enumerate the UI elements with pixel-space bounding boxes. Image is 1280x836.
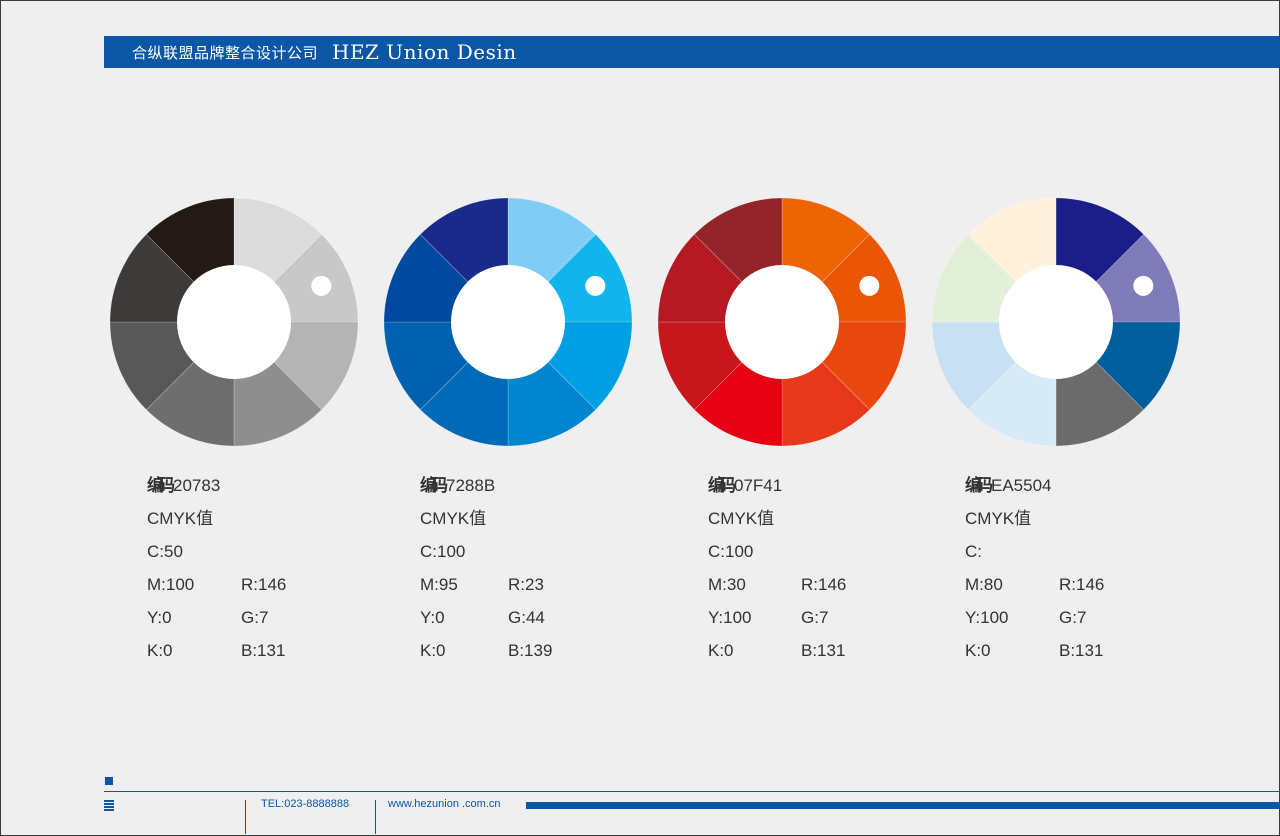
- rgb-g: G:7: [1059, 608, 1087, 627]
- cmyk-c: C:100: [420, 542, 466, 561]
- wheel-indicator-dot: [1133, 275, 1154, 296]
- cmyk-label: CMYK值: [147, 509, 214, 528]
- cmyk-k: K:0: [420, 641, 446, 660]
- color-wheel-blue: [383, 197, 633, 447]
- footer-tel: TEL:023-8888888: [261, 798, 350, 810]
- rgb-r: R:146: [241, 575, 287, 594]
- cmyk-m: M:30: [708, 575, 746, 594]
- footer-mark: [104, 800, 114, 812]
- wheel-indicator-dot: [859, 275, 880, 296]
- code-label: 编码: [147, 476, 175, 495]
- company-name-en: HEZ Union Desin: [332, 40, 517, 64]
- cmyk-m: M:80: [965, 575, 1003, 594]
- cmyk-c: C:50: [147, 542, 183, 561]
- code-label: 编码: [965, 476, 993, 495]
- cmyk-c: C:: [965, 542, 982, 561]
- color-wheel-mixed: [931, 197, 1181, 447]
- rgb-b: B:131: [241, 641, 286, 660]
- cmyk-c: C:100: [708, 542, 754, 561]
- cmyk-label: CMYK值: [708, 509, 775, 528]
- wheel-center: [725, 265, 839, 379]
- color-code: 7288B: [446, 476, 496, 495]
- cmyk-y: Y:0: [147, 608, 172, 627]
- footer-bar: [526, 802, 1280, 809]
- footer-separator: [375, 800, 376, 834]
- header-band: 合纵联盟品牌整合设计公司 HEZ Union Desin: [104, 36, 1280, 68]
- rgb-b: B:139: [508, 641, 553, 660]
- rgb-g: G:7: [801, 608, 829, 627]
- rgb-r: R:146: [801, 575, 847, 594]
- color-spec-blue: 编码 7288B CMYK值 C:100 M:95 R:23 Y:0 G:44 K:0…: [420, 474, 552, 672]
- wheel-indicator-dot: [585, 275, 606, 296]
- cmyk-k: K:0: [147, 641, 173, 660]
- wheel-indicator-dot: [311, 275, 332, 296]
- wheel-center: [999, 265, 1113, 379]
- color-code: EA5504: [991, 476, 1052, 495]
- color-spec-red: 编码 07F41 CMYK值 C:100 M:30 R:146 Y:100 G:7 K…: [708, 474, 846, 672]
- cmyk-m: M:95: [420, 575, 458, 594]
- color-code: 20783: [173, 476, 221, 495]
- wheel-center: [177, 265, 291, 379]
- rgb-g: G:44: [508, 608, 545, 627]
- color-wheel-red: [657, 197, 907, 447]
- cmyk-y: Y:100: [708, 608, 752, 627]
- cmyk-label: CMYK值: [420, 509, 487, 528]
- code-label: 编码: [420, 476, 448, 495]
- color-spec-mixed: 编码 EA5504 CMYK值 C: M:80 R:146 Y:100 G:7 K:0…: [965, 474, 1104, 672]
- code-label: 编码: [708, 476, 736, 495]
- rgb-r: R:146: [1059, 575, 1105, 594]
- rgb-r: R:23: [508, 575, 544, 594]
- company-name-cn: 合纵联盟品牌整合设计公司: [132, 44, 319, 62]
- color-spec-gray: 编码 20783 CMYK值 C:50 M:100 R:146 Y:0 G:7 K:0…: [147, 474, 286, 672]
- color-wheel-gray: [109, 197, 359, 447]
- wheel-center: [451, 265, 565, 379]
- cmyk-k: K:0: [708, 641, 734, 660]
- cmyk-y: Y:0: [420, 608, 445, 627]
- rgb-b: B:131: [801, 641, 846, 660]
- rgb-g: G:7: [241, 608, 269, 627]
- cmyk-y: Y:100: [965, 608, 1009, 627]
- footer-line: [104, 791, 1280, 792]
- cmyk-label: CMYK值: [965, 509, 1032, 528]
- rgb-b: B:131: [1059, 641, 1104, 660]
- cmyk-k: K:0: [965, 641, 991, 660]
- footer-separator: [245, 800, 246, 834]
- color-code: 07F41: [734, 476, 783, 495]
- footer-website: www.hezunion .com.cn: [388, 798, 501, 810]
- footer-square: [105, 777, 113, 785]
- cmyk-m: M:100: [147, 575, 195, 594]
